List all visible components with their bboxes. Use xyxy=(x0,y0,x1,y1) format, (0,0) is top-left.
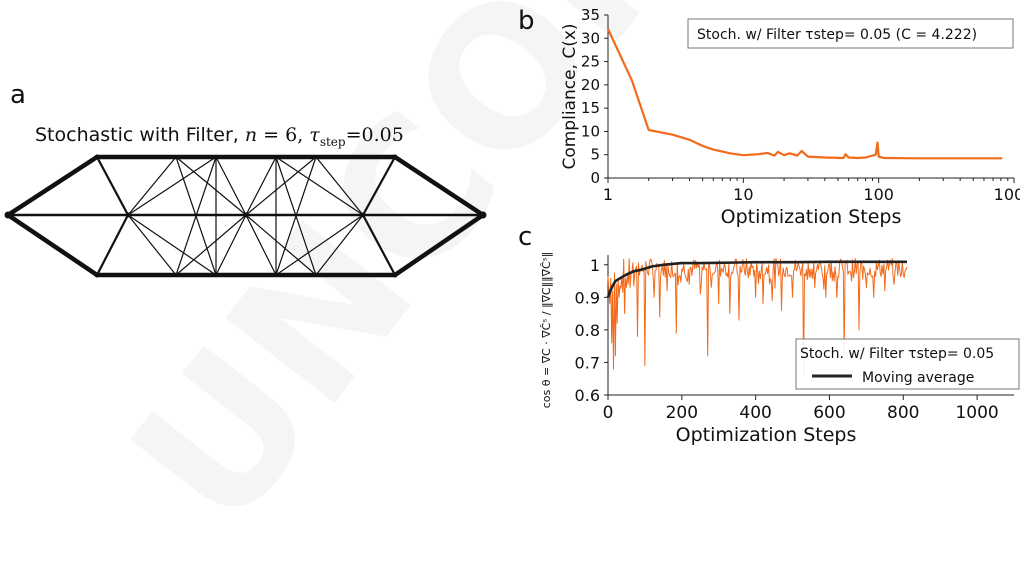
truss-member xyxy=(245,156,317,216)
c-legend-entry-average: Moving average xyxy=(862,370,974,386)
c-y-tick-label: 0.9 xyxy=(575,288,600,307)
c-y-axis-label: cos θ = ∇C · ∇Ĉˢ / ‖∇C‖‖∇Ĉˢ‖ xyxy=(540,252,553,409)
b-y-tick-label: 15 xyxy=(581,99,600,117)
b-y-tick-label: 0 xyxy=(590,169,600,187)
truss-member xyxy=(175,214,247,276)
truss-member xyxy=(275,214,364,276)
b-y-tick-label: 5 xyxy=(590,146,600,164)
b-x-tick-label: 100 xyxy=(863,185,894,204)
panel-a-title-eq6: = 6, xyxy=(257,124,310,146)
truss-member xyxy=(245,214,277,276)
b-compliance-series xyxy=(607,28,1003,160)
c-x-tick-label: 800 xyxy=(887,403,919,423)
truss-member xyxy=(215,156,247,216)
c-y-tick-label: 0.7 xyxy=(575,353,600,372)
panel-a-title-sub: step xyxy=(319,134,346,149)
truss-node xyxy=(243,212,249,218)
truss-member xyxy=(245,214,317,276)
c-y-tick-label: 0.8 xyxy=(575,321,600,340)
truss-member xyxy=(127,156,217,216)
truss-node xyxy=(4,211,12,219)
b-x-tick-label: 1000 xyxy=(994,185,1020,204)
panel-b-letter: b xyxy=(518,6,535,36)
truss-member xyxy=(315,214,364,276)
truss-node xyxy=(392,272,398,278)
b-x-axis-label: Optimization Steps xyxy=(721,206,902,228)
cosine-chart: 0.6 0.7 0.8 0.9 1 0 200 400 600 800 1000 Optimizati… xyxy=(540,252,1020,446)
truss-member xyxy=(95,213,130,277)
c-legend-entry-filter: Stoch. w/ Filter τstep= 0.05 xyxy=(800,346,994,362)
b-legend-box xyxy=(687,18,1014,49)
truss-node xyxy=(479,211,487,219)
truss-member xyxy=(315,156,364,216)
truss-right-lower xyxy=(392,212,486,278)
c-legend-box xyxy=(795,338,1020,390)
truss-node xyxy=(360,212,366,218)
truss-diagram xyxy=(4,154,487,278)
c-moving-average-series xyxy=(606,260,907,298)
truss-member xyxy=(215,214,247,276)
c-x-tick-label: 600 xyxy=(813,403,845,423)
truss-member xyxy=(361,213,397,277)
panel-a-title-val: =0.05 xyxy=(345,124,404,146)
truss-member xyxy=(175,156,217,276)
c-x-tick-label: 0 xyxy=(603,403,614,423)
truss-node xyxy=(392,154,398,160)
truss-member xyxy=(127,214,217,276)
c-x-tick-label: 400 xyxy=(739,403,771,423)
truss-left-upper xyxy=(5,154,100,218)
panel-a-title-tau: τ xyxy=(309,124,320,146)
truss-member xyxy=(127,156,177,216)
panel-a-title-prefix: Stochastic with Filter, xyxy=(35,124,245,146)
c-x-tick-label: 1000 xyxy=(955,403,998,423)
b-y-tick-label: 10 xyxy=(581,122,600,140)
b-y-tick-label: 20 xyxy=(581,76,600,94)
truss-member xyxy=(245,156,277,216)
b-x-tick-label: 10 xyxy=(733,185,753,204)
c-y-tick-label: 0.6 xyxy=(575,386,600,405)
truss-member xyxy=(275,156,364,216)
truss-member xyxy=(175,156,247,216)
truss-node xyxy=(94,272,100,278)
truss-member xyxy=(95,155,130,217)
b-y-tick-label: 30 xyxy=(581,29,600,47)
truss-member xyxy=(361,155,397,217)
c-x-axis-label: Optimization Steps xyxy=(676,424,857,446)
truss-left-lower xyxy=(5,212,100,278)
panel-a-title: Stochastic with Filter, n = 6, τstep=0.0… xyxy=(35,124,404,149)
truss-node xyxy=(94,154,100,160)
truss-right-upper xyxy=(392,154,486,218)
b-y-tick-label: 25 xyxy=(581,53,600,71)
truss-member xyxy=(275,156,317,276)
c-y-tick-label: 1 xyxy=(590,256,600,275)
truss-member xyxy=(127,214,177,276)
b-legend-text: Stoch. w/ Filter τstep= 0.05 (C = 4.222) xyxy=(697,27,977,43)
panel-a-letter: a xyxy=(10,80,26,110)
panel-a-title-n: n xyxy=(244,124,258,146)
b-x-tick-label: 1 xyxy=(603,185,613,204)
panel-c-letter: c xyxy=(518,222,533,252)
b-y-tick-label: 35 xyxy=(581,6,600,24)
truss-node xyxy=(125,212,131,218)
c-x-tick-label: 200 xyxy=(666,403,698,423)
b-y-axis-label: Compliance, C(x) xyxy=(560,23,580,169)
compliance-chart: 0 5 10 15 20 25 30 35 1 10 100 1000 Optimization Ste… xyxy=(560,6,1020,228)
